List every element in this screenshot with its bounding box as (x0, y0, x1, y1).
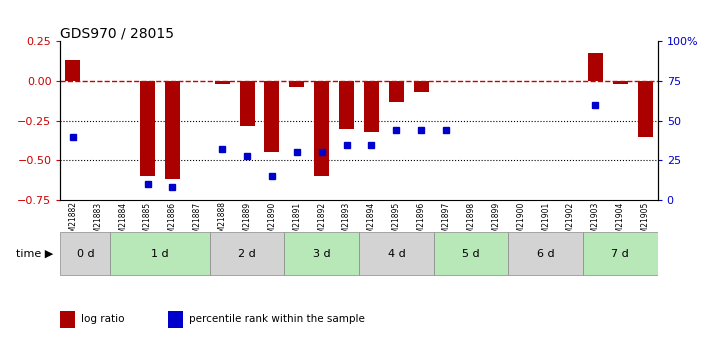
Bar (389, 81, 404, 102)
Text: 0 d: 0 d (77, 249, 94, 258)
Bar (314, 81, 329, 176)
Text: 1 d: 1 d (151, 249, 169, 258)
Text: log ratio: log ratio (81, 314, 125, 324)
Text: GDS970 / 28015: GDS970 / 28015 (60, 26, 174, 40)
Bar (638, 81, 653, 137)
Bar (339, 81, 354, 129)
FancyBboxPatch shape (210, 232, 284, 275)
Bar (414, 81, 429, 92)
FancyBboxPatch shape (583, 232, 658, 275)
Text: 7 d: 7 d (611, 249, 629, 258)
Bar (168, 310, 183, 328)
Bar (65, 60, 80, 81)
Text: time ▶: time ▶ (16, 249, 53, 258)
Bar (140, 81, 155, 176)
Bar (264, 81, 279, 152)
Text: 2 d: 2 d (238, 249, 256, 258)
FancyBboxPatch shape (60, 232, 110, 275)
Bar (613, 81, 628, 84)
FancyBboxPatch shape (508, 232, 583, 275)
Text: 4 d: 4 d (387, 249, 405, 258)
FancyBboxPatch shape (434, 232, 508, 275)
Bar (240, 81, 255, 126)
Text: 5 d: 5 d (462, 249, 480, 258)
Bar (588, 52, 603, 81)
FancyBboxPatch shape (359, 232, 434, 275)
Bar (60, 310, 75, 328)
FancyBboxPatch shape (110, 232, 210, 275)
Bar (165, 81, 180, 179)
FancyBboxPatch shape (284, 232, 359, 275)
Text: 6 d: 6 d (537, 249, 555, 258)
Bar (364, 81, 379, 132)
Text: 3 d: 3 d (313, 249, 331, 258)
Text: percentile rank within the sample: percentile rank within the sample (189, 314, 365, 324)
Bar (289, 81, 304, 87)
Bar (215, 81, 230, 84)
